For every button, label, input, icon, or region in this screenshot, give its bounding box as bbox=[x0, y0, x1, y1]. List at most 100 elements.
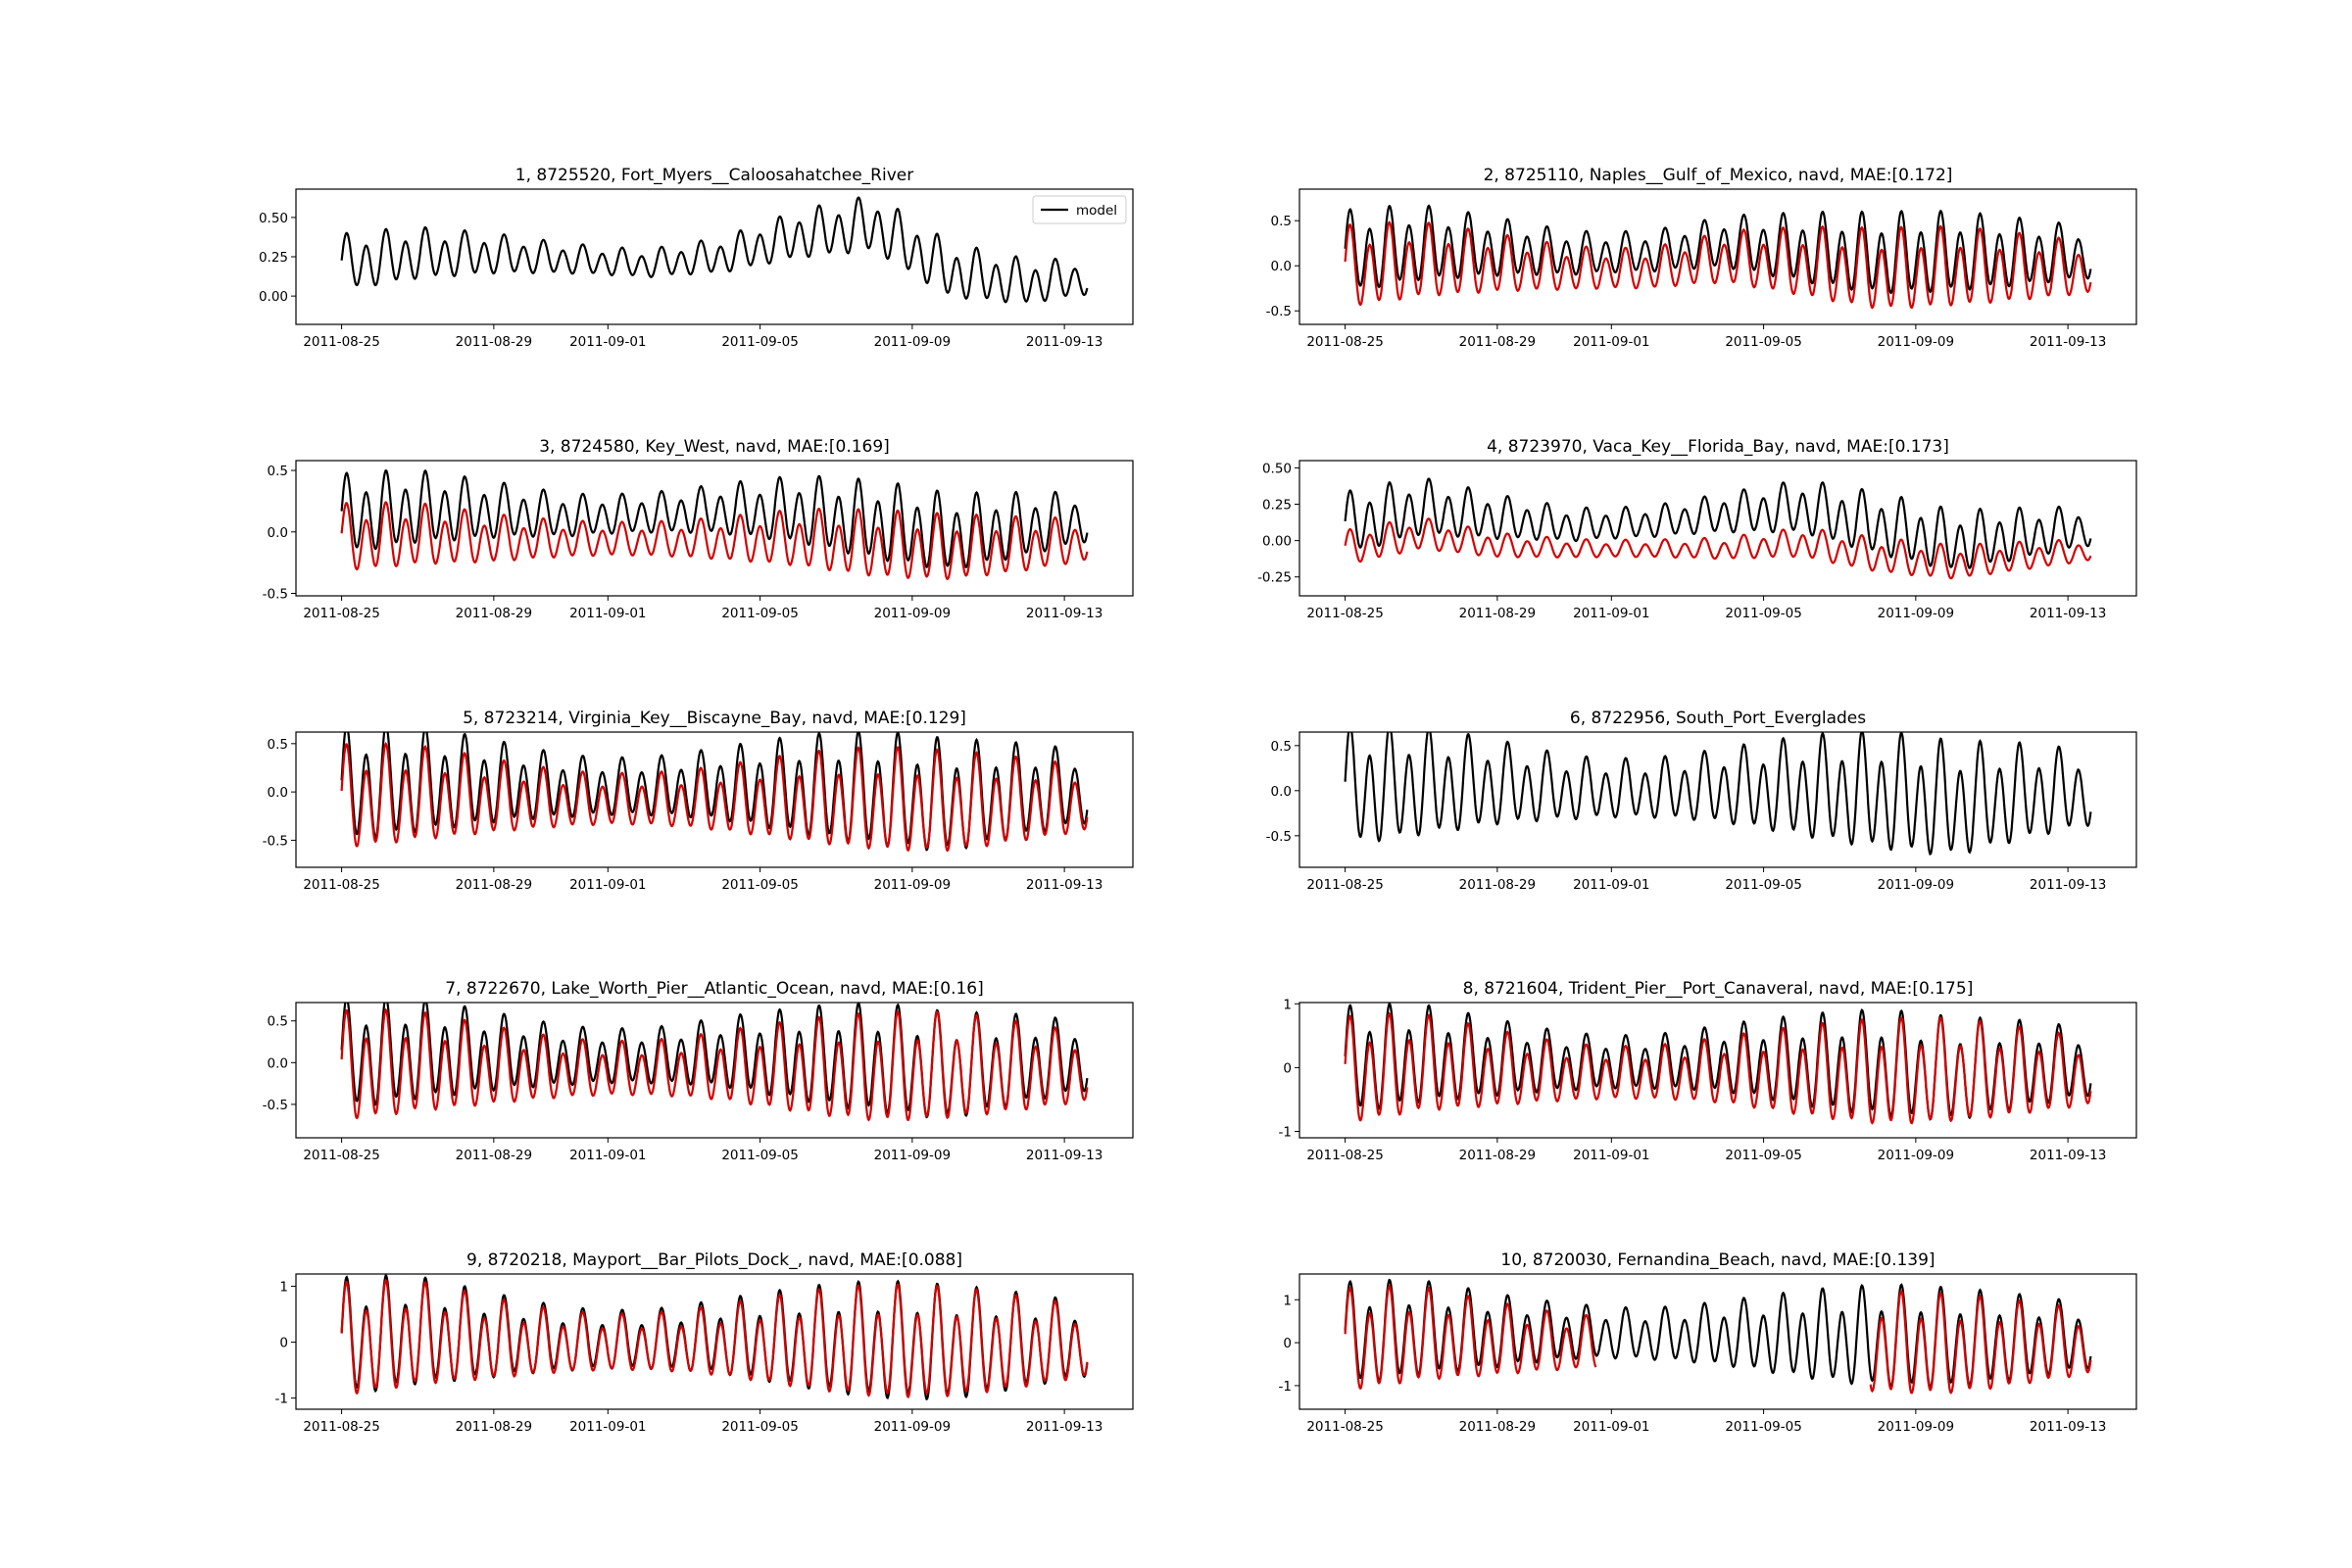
subplot-5: 5, 8723214, Virginia_Key__Biscayne_Bay, … bbox=[263, 709, 1134, 893]
x-tick-label: 2011-08-29 bbox=[456, 334, 532, 350]
x-tick-label: 2011-09-01 bbox=[1573, 1148, 1649, 1163]
series-line-model bbox=[340, 468, 1089, 569]
x-tick-label: 2011-09-05 bbox=[1725, 606, 1801, 621]
x-tick-label: 2011-08-25 bbox=[303, 606, 379, 621]
subplot-9: 9, 8720218, Mayport__Bar_Pilots_Dock_, n… bbox=[275, 1250, 1134, 1435]
x-tick-label: 2011-08-29 bbox=[1459, 606, 1536, 621]
x-tick-label: 2011-09-05 bbox=[721, 1419, 798, 1435]
plot-frame bbox=[1298, 460, 2137, 597]
y-tick-label: -1 bbox=[1279, 1124, 1292, 1140]
x-tick-label: 2011-09-05 bbox=[1725, 1419, 1801, 1435]
series-line-model bbox=[1344, 732, 2092, 856]
plot-frame bbox=[295, 731, 1134, 868]
y-tick-label: -0.5 bbox=[263, 833, 288, 849]
x-tick-label: 2011-08-25 bbox=[1306, 1419, 1383, 1435]
series-line-observed bbox=[1344, 1011, 2092, 1125]
y-tick-label: 0.0 bbox=[268, 785, 288, 801]
y-tick-label: 0 bbox=[1283, 1060, 1292, 1076]
plot-frame bbox=[295, 188, 1134, 325]
subplot-title: 7, 8722670, Lake_Worth_Pier__Atlantic_Oc… bbox=[445, 979, 984, 999]
x-tick-label: 2011-09-05 bbox=[721, 877, 798, 893]
x-tick-label: 2011-09-05 bbox=[1725, 877, 1801, 893]
subplot-title: 1, 8725520, Fort_Myers__Caloosahatchee_R… bbox=[515, 166, 913, 185]
x-tick-label: 2011-09-09 bbox=[1878, 334, 1954, 350]
x-tick-label: 2011-09-13 bbox=[2030, 334, 2106, 350]
y-tick-label: 0 bbox=[279, 1336, 288, 1351]
x-tick-label: 2011-09-13 bbox=[2030, 1419, 2106, 1435]
subplot-8: 8, 8721604, Trident_Pier__Port_Canaveral… bbox=[1279, 979, 2137, 1163]
x-tick-label: 2011-09-05 bbox=[721, 606, 798, 621]
plot-frame bbox=[1298, 1002, 2137, 1139]
subplot-7: 7, 8722670, Lake_Worth_Pier__Atlantic_Oc… bbox=[263, 979, 1134, 1163]
series-line-observed bbox=[1344, 1284, 2092, 1395]
subplot-10: 10, 8720030, Fernandina_Beach, navd, MAE… bbox=[1279, 1250, 2137, 1435]
y-tick-label: 1 bbox=[1283, 997, 1292, 1012]
x-tick-label: 2011-08-25 bbox=[1306, 334, 1383, 350]
y-tick-label: 0.0 bbox=[1271, 784, 1292, 800]
x-tick-label: 2011-09-09 bbox=[874, 1419, 951, 1435]
x-tick-label: 2011-09-01 bbox=[1573, 1419, 1649, 1435]
y-tick-label: 0.25 bbox=[259, 250, 288, 266]
series-line-observed bbox=[340, 1007, 1089, 1122]
x-tick-label: 2011-09-13 bbox=[1026, 1419, 1102, 1435]
x-tick-label: 2011-09-09 bbox=[1878, 1419, 1954, 1435]
x-tick-label: 2011-08-25 bbox=[1306, 877, 1383, 893]
x-tick-label: 2011-08-29 bbox=[1459, 877, 1536, 893]
series-line-model bbox=[1344, 477, 2092, 569]
x-tick-label: 2011-08-29 bbox=[456, 606, 532, 621]
y-tick-label: -1 bbox=[1279, 1379, 1292, 1395]
x-tick-label: 2011-09-13 bbox=[1026, 606, 1102, 621]
x-tick-label: 2011-08-29 bbox=[456, 877, 532, 893]
x-tick-label: 2011-09-01 bbox=[1573, 334, 1649, 350]
x-tick-label: 2011-09-05 bbox=[1725, 1148, 1801, 1163]
y-tick-label: 0.5 bbox=[268, 1014, 288, 1030]
x-tick-label: 2011-09-01 bbox=[569, 1148, 646, 1163]
y-tick-label: -0.5 bbox=[263, 1098, 288, 1113]
x-tick-label: 2011-08-29 bbox=[1459, 1148, 1536, 1163]
x-tick-label: 2011-09-09 bbox=[874, 877, 951, 893]
x-tick-label: 2011-09-13 bbox=[1026, 334, 1102, 350]
x-tick-label: 2011-09-01 bbox=[569, 877, 646, 893]
subplot-title: 10, 8720030, Fernandina_Beach, navd, MAE… bbox=[1500, 1250, 1935, 1270]
subplot-1: 1, 8725520, Fort_Myers__Caloosahatchee_R… bbox=[259, 166, 1134, 350]
x-tick-label: 2011-08-29 bbox=[456, 1419, 532, 1435]
series-line-observed bbox=[340, 742, 1089, 853]
x-tick-label: 2011-08-25 bbox=[303, 1419, 379, 1435]
series-line-model bbox=[340, 196, 1089, 304]
subplot-title: 9, 8720218, Mayport__Bar_Pilots_Dock_, n… bbox=[466, 1250, 962, 1270]
subplot-title: 8, 8721604, Trident_Pier__Port_Canaveral… bbox=[1463, 979, 1974, 999]
subplot-title: 5, 8723214, Virginia_Key__Biscayne_Bay, … bbox=[463, 709, 966, 728]
x-tick-label: 2011-09-13 bbox=[2030, 877, 2106, 893]
y-tick-label: 0.00 bbox=[1262, 534, 1292, 550]
x-tick-label: 2011-08-29 bbox=[456, 1148, 532, 1163]
legend: model bbox=[1032, 195, 1127, 224]
subplot-title: 2, 8725110, Naples__Gulf_of_Mexico, navd… bbox=[1484, 166, 1953, 185]
subplot-6: 6, 8722956, South_Port_Everglades 2011-08… bbox=[1266, 709, 2137, 893]
y-tick-label: -0.5 bbox=[263, 586, 288, 602]
y-tick-label: -0.5 bbox=[1266, 829, 1292, 845]
x-tick-label: 2011-09-01 bbox=[569, 1419, 646, 1435]
subplot-title: 4, 8723970, Vaca_Key__Florida_Bay, navd,… bbox=[1487, 437, 1949, 457]
legend-label: model bbox=[1076, 203, 1117, 219]
x-tick-label: 2011-09-09 bbox=[1878, 606, 1954, 621]
subplot-2: 2, 8725110, Naples__Gulf_of_Mexico, navd… bbox=[1266, 166, 2137, 350]
y-tick-label: 0.50 bbox=[259, 211, 288, 226]
x-tick-label: 2011-09-01 bbox=[1573, 606, 1649, 621]
series-line-observed bbox=[340, 1278, 1089, 1398]
plot-frame bbox=[295, 1002, 1134, 1139]
subplot-title: 3, 8724580, Key_West, navd, MAE:[0.169] bbox=[539, 437, 890, 457]
y-tick-label: 0.5 bbox=[1271, 214, 1292, 229]
x-tick-label: 2011-09-09 bbox=[1878, 1148, 1954, 1163]
plot-frame bbox=[1298, 731, 2137, 868]
series-line-model bbox=[1344, 204, 2092, 295]
x-tick-label: 2011-09-09 bbox=[874, 1148, 951, 1163]
x-tick-label: 2011-09-09 bbox=[874, 334, 951, 350]
y-tick-label: 0.5 bbox=[268, 464, 288, 479]
series-line-observed bbox=[1344, 220, 2092, 310]
x-tick-label: 2011-09-05 bbox=[1725, 334, 1801, 350]
x-tick-label: 2011-09-13 bbox=[2030, 1148, 2106, 1163]
y-tick-label: -0.5 bbox=[1266, 304, 1292, 319]
y-tick-label: 0.50 bbox=[1262, 461, 1292, 476]
subplot-3: 3, 8724580, Key_West, navd, MAE:[0.169] 2… bbox=[263, 437, 1134, 621]
x-tick-label: 2011-09-05 bbox=[721, 1148, 798, 1163]
